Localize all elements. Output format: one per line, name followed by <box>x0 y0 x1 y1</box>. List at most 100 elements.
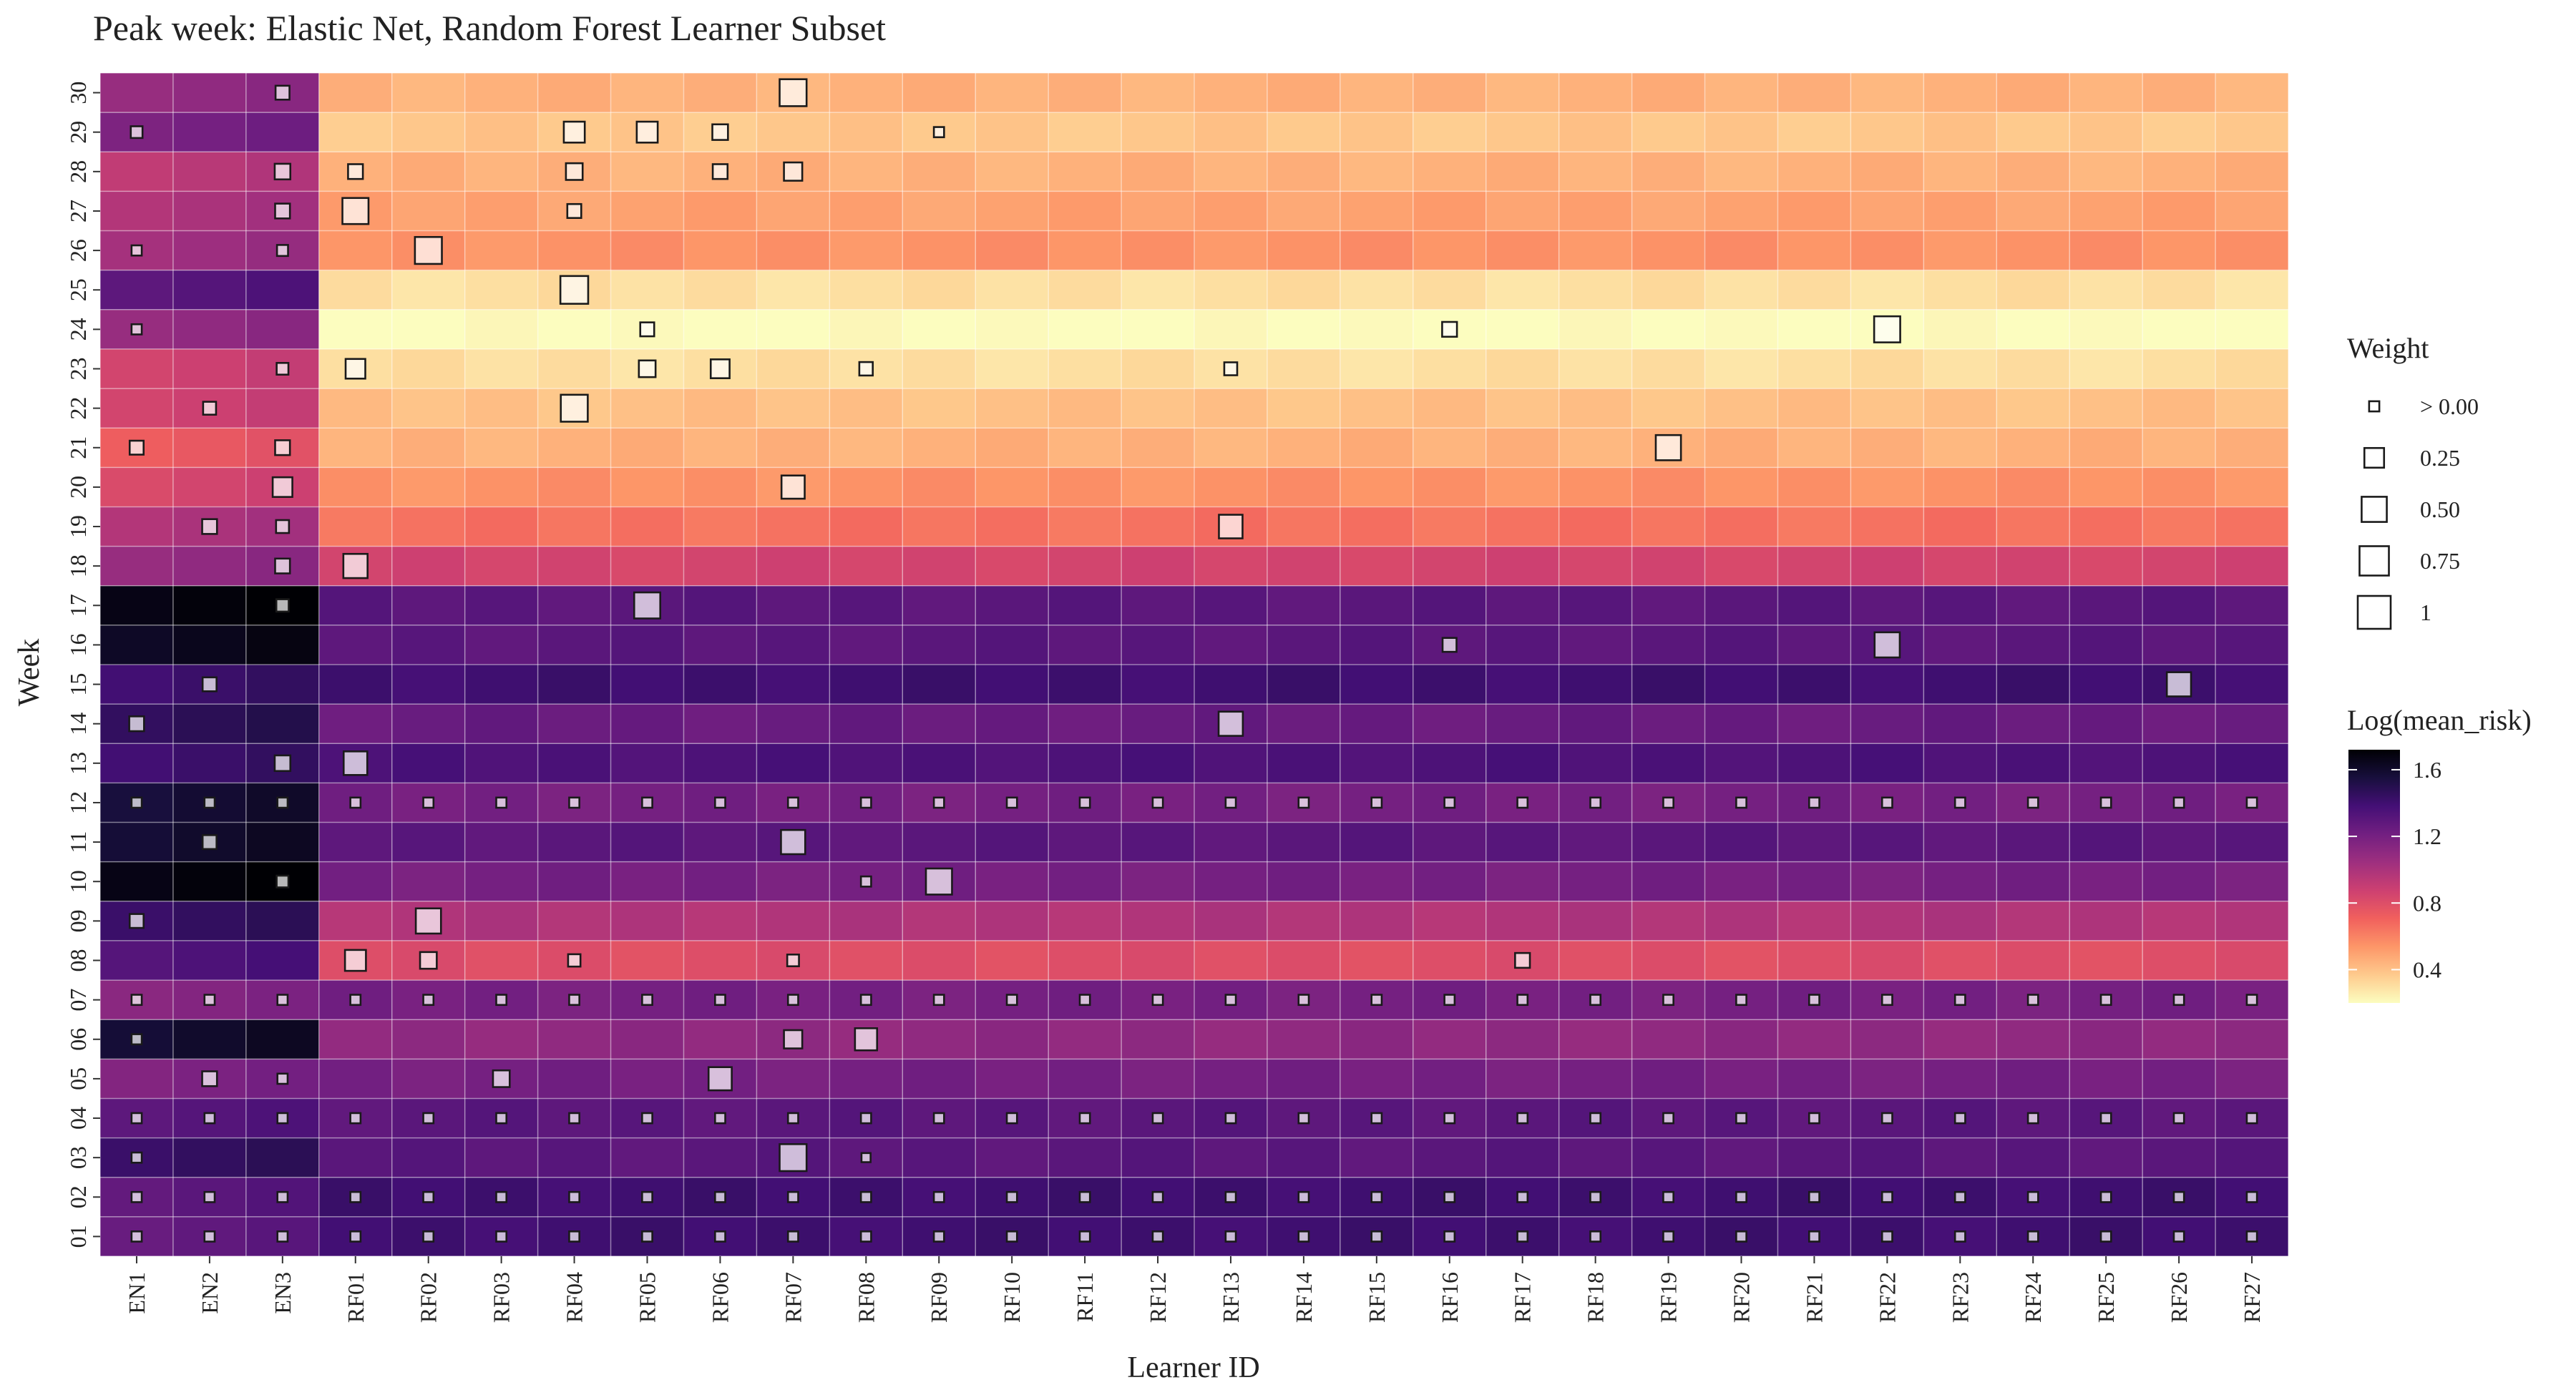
weight-EN3-week-05 <box>276 1072 289 1085</box>
cell-RF15-week-14 <box>1340 704 1413 744</box>
cell-RF07-week-23 <box>756 348 830 389</box>
cell-RF10-week-06 <box>975 1019 1049 1059</box>
cell-RF27-week-18 <box>2215 546 2288 586</box>
cell-RF08-week-09 <box>829 901 903 941</box>
cell-RF09-week-03 <box>902 1137 976 1178</box>
cell-RF09-week-17 <box>902 585 976 625</box>
cell-RF13-week-29 <box>1194 112 1267 152</box>
cell-RF16-week-05 <box>1413 1059 1486 1099</box>
cell-RF04-week-30 <box>537 73 611 113</box>
cell-RF20-week-30 <box>1704 73 1778 113</box>
cell-RF03-week-21 <box>464 428 538 468</box>
weight-RF25-week-12 <box>2099 796 2112 809</box>
weight-RF05-week-23 <box>638 359 657 378</box>
weight-RF09-week-01 <box>932 1230 945 1243</box>
weight-EN1-week-26 <box>130 244 143 257</box>
weight-RF17-week-02 <box>1516 1190 1529 1203</box>
cell-RF22-week-29 <box>1850 112 1924 152</box>
cell-RF16-week-30 <box>1413 73 1486 113</box>
cell-RF10-week-03 <box>975 1137 1049 1178</box>
weight-RF04-week-29 <box>562 120 586 144</box>
cell-RF07-week-15 <box>756 665 830 705</box>
weight-EN1-week-14 <box>128 715 145 733</box>
cell-RF09-week-19 <box>902 506 976 547</box>
cell-RF08-week-30 <box>829 73 903 113</box>
cell-RF14-week-23 <box>1267 348 1340 389</box>
weight-RF18-week-12 <box>1589 796 1602 809</box>
cell-RF02-week-25 <box>391 270 465 310</box>
cell-RF14-week-25 <box>1267 270 1340 310</box>
weight-EN2-week-01 <box>203 1230 216 1243</box>
cell-RF21-week-14 <box>1777 704 1851 744</box>
weight-EN3-week-17 <box>275 598 290 613</box>
cell-RF20-week-13 <box>1704 743 1778 783</box>
cell-RF06-week-25 <box>683 270 757 310</box>
cell-RF20-week-17 <box>1704 585 1778 625</box>
weight-RF16-week-24 <box>1441 320 1458 338</box>
cell-RF20-week-08 <box>1704 940 1778 981</box>
cell-RF09-week-05 <box>902 1059 976 1099</box>
cell-RF10-week-13 <box>975 743 1049 783</box>
weight-RF19-week-07 <box>1662 994 1674 1007</box>
cell-RF25-week-11 <box>2069 822 2143 862</box>
cell-RF09-week-26 <box>902 230 976 270</box>
weight-RF01-week-02 <box>349 1190 362 1203</box>
cell-RF22-week-26 <box>1850 230 1924 270</box>
cell-RF07-week-05 <box>756 1059 830 1099</box>
x-tick-RF26: RF26 <box>2166 1272 2192 1323</box>
weight-RF12-week-12 <box>1151 796 1164 809</box>
cell-RF09-week-08 <box>902 940 976 981</box>
cell-RF01-week-25 <box>318 270 392 310</box>
cell-RF16-week-18 <box>1413 546 1486 586</box>
cell-RF11-week-25 <box>1048 270 1122 310</box>
cell-RF03-week-29 <box>464 112 538 152</box>
cell-RF11-week-23 <box>1048 348 1122 389</box>
cell-RF14-week-18 <box>1267 546 1340 586</box>
cell-RF15-week-22 <box>1340 388 1413 429</box>
weight-RF05-week-07 <box>641 994 653 1007</box>
cell-RF27-week-29 <box>2215 112 2288 152</box>
cell-RF13-week-15 <box>1194 665 1267 705</box>
cell-RF21-week-18 <box>1777 546 1851 586</box>
weight-RF21-week-01 <box>1808 1230 1820 1243</box>
cell-RF25-week-22 <box>2069 388 2143 429</box>
cell-RF27-week-14 <box>2215 704 2288 744</box>
cell-RF17-week-26 <box>1485 230 1559 270</box>
cell-RF21-week-19 <box>1777 506 1851 547</box>
cell-RF14-week-09 <box>1267 901 1340 941</box>
cell-RF01-week-19 <box>318 506 392 547</box>
cell-RF15-week-26 <box>1340 230 1413 270</box>
cell-RF08-week-11 <box>829 822 903 862</box>
cell-EN2-week-14 <box>172 704 246 744</box>
cell-RF02-week-16 <box>391 625 465 665</box>
cell-RF23-week-05 <box>1923 1059 1997 1099</box>
cell-EN1-week-23 <box>100 348 173 389</box>
weight-EN2-week-12 <box>203 796 216 809</box>
cell-EN1-week-20 <box>100 467 173 507</box>
cell-RF12-week-10 <box>1121 861 1194 901</box>
cell-RF24-week-16 <box>1996 625 2070 665</box>
cell-RF12-week-22 <box>1121 388 1194 429</box>
cell-RF20-week-26 <box>1704 230 1778 270</box>
cell-RF25-week-15 <box>2069 665 2143 705</box>
cell-RF20-week-28 <box>1704 152 1778 192</box>
cell-RF05-week-28 <box>610 152 684 192</box>
cell-RF16-week-15 <box>1413 665 1486 705</box>
cell-RF15-week-11 <box>1340 822 1413 862</box>
cell-RF23-week-15 <box>1923 665 1997 705</box>
cell-RF20-week-22 <box>1704 388 1778 429</box>
cell-RF15-week-21 <box>1340 428 1413 468</box>
cell-RF17-week-15 <box>1485 665 1559 705</box>
cell-RF11-week-16 <box>1048 625 1122 665</box>
weight-RF08-week-10 <box>859 875 872 888</box>
weight-RF23-week-07 <box>1953 994 1966 1007</box>
weight-RF06-week-01 <box>714 1230 726 1243</box>
cell-RF27-week-22 <box>2215 388 2288 429</box>
cell-RF14-week-21 <box>1267 428 1340 468</box>
cell-RF15-week-06 <box>1340 1019 1413 1059</box>
cell-RF04-week-03 <box>537 1137 611 1178</box>
cell-RF27-week-08 <box>2215 940 2288 981</box>
cell-EN1-week-17 <box>100 585 173 625</box>
weight-RF01-week-12 <box>349 796 362 809</box>
weight-RF04-week-25 <box>559 275 590 305</box>
